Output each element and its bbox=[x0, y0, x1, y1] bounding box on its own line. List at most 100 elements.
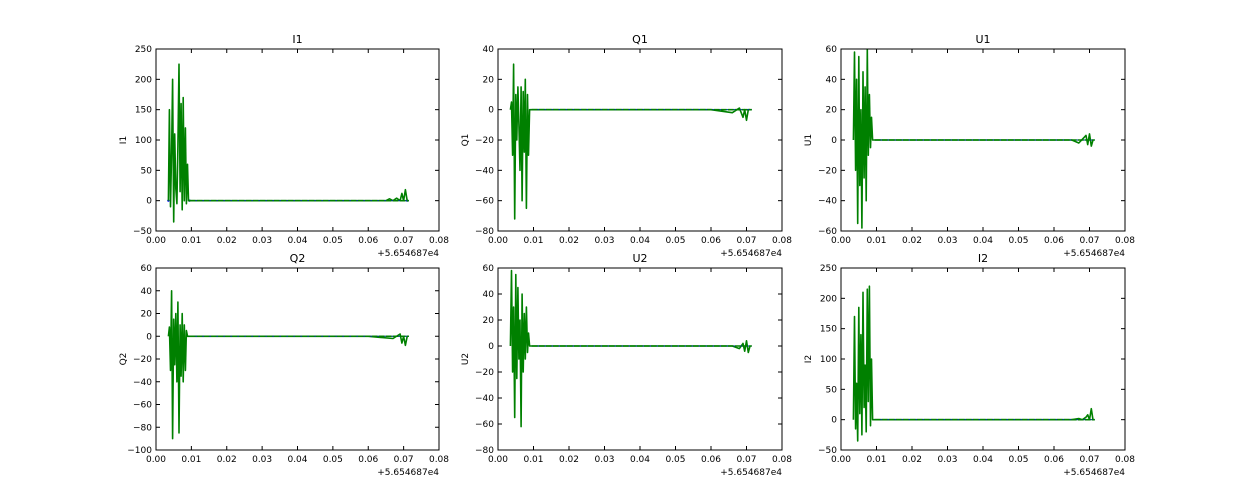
y-tick-label: −40 bbox=[133, 378, 152, 388]
y-tick-label: −80 bbox=[475, 227, 494, 237]
x-tick-label: 0.08 bbox=[772, 455, 792, 465]
x-tick-label: 0.04 bbox=[973, 455, 993, 465]
subplot-title: U2 bbox=[632, 252, 647, 265]
x-tick-label: 0.03 bbox=[594, 455, 614, 465]
x-tick-label: 0.02 bbox=[559, 455, 579, 465]
axes-frame bbox=[155, 267, 440, 451]
x-tick-label: 0.05 bbox=[323, 455, 343, 465]
x-tick-label: 0.05 bbox=[1008, 236, 1028, 246]
y-tick-label: 20 bbox=[483, 316, 495, 326]
series-line bbox=[852, 285, 1094, 442]
y-tick-label: 20 bbox=[141, 310, 153, 320]
y-axis-label: U2 bbox=[461, 353, 471, 365]
x-tick-label: 0.08 bbox=[429, 236, 449, 246]
x-tick-label: 0.01 bbox=[866, 455, 886, 465]
y-tick-label: −60 bbox=[475, 197, 494, 207]
y-tick-label: 60 bbox=[826, 45, 838, 55]
x-tick-label: 0.00 bbox=[488, 455, 508, 465]
x-tick-label: 0.06 bbox=[358, 455, 378, 465]
x-offset-label: +5.654687e4 bbox=[1063, 249, 1125, 259]
y-tick-label: 20 bbox=[483, 75, 495, 85]
y-tick-label: 20 bbox=[826, 106, 838, 116]
x-tick-label: 0.06 bbox=[701, 236, 721, 246]
y-tick-label: 200 bbox=[135, 75, 152, 85]
y-tick-label: 0 bbox=[831, 136, 837, 146]
y-tick-label: −60 bbox=[475, 420, 494, 430]
y-tick-label: −20 bbox=[475, 368, 494, 378]
x-tick-label: 0.05 bbox=[323, 236, 343, 246]
y-tick-label: 250 bbox=[820, 264, 837, 274]
x-tick-label: 0.03 bbox=[594, 236, 614, 246]
x-tick-label: 0.00 bbox=[146, 236, 166, 246]
x-tick-label: 0.00 bbox=[831, 455, 851, 465]
x-tick-label: 0.08 bbox=[429, 455, 449, 465]
x-tick-label: 0.04 bbox=[287, 455, 307, 465]
y-tick-label: 0 bbox=[488, 106, 494, 116]
y-tick-label: −80 bbox=[475, 446, 494, 456]
x-tick-label: 0.05 bbox=[665, 236, 685, 246]
series-line bbox=[509, 63, 750, 220]
y-tick-label: 50 bbox=[826, 385, 838, 395]
y-tick-label: −80 bbox=[133, 423, 152, 433]
subplot-title: I1 bbox=[292, 33, 302, 46]
x-offset-label: +5.654687e4 bbox=[720, 249, 782, 259]
y-tick-label: 0 bbox=[146, 197, 152, 207]
x-tick-label: 0.04 bbox=[630, 455, 650, 465]
y-tick-label: −60 bbox=[818, 227, 837, 237]
y-tick-label: 40 bbox=[483, 290, 495, 300]
y-tick-label: −40 bbox=[818, 197, 837, 207]
y-tick-label: 0 bbox=[831, 416, 837, 426]
y-tick-label: 0 bbox=[146, 332, 152, 342]
subplot-title: Q2 bbox=[290, 252, 306, 265]
y-tick-label: −20 bbox=[133, 355, 152, 365]
x-tick-label: 0.06 bbox=[358, 236, 378, 246]
axes-frame bbox=[840, 267, 1126, 451]
x-tick-label: 0.02 bbox=[559, 236, 579, 246]
x-offset-label: +5.654687e4 bbox=[1063, 468, 1125, 478]
x-tick-label: 0.07 bbox=[736, 236, 756, 246]
y-tick-label: −20 bbox=[475, 136, 494, 146]
series-line bbox=[167, 63, 408, 223]
y-axis-label: I1 bbox=[119, 136, 129, 144]
subplot-title: I2 bbox=[978, 252, 988, 265]
x-tick-label: 0.00 bbox=[488, 236, 508, 246]
y-tick-label: 150 bbox=[135, 106, 152, 116]
x-tick-label: 0.06 bbox=[1044, 455, 1064, 465]
y-axis-label: I2 bbox=[804, 355, 814, 363]
x-tick-label: 0.08 bbox=[1115, 236, 1135, 246]
y-tick-label: 150 bbox=[820, 325, 837, 335]
x-tick-label: 0.03 bbox=[937, 455, 957, 465]
y-tick-label: −40 bbox=[475, 166, 494, 176]
x-tick-label: 0.02 bbox=[217, 455, 237, 465]
x-tick-label: 0.04 bbox=[973, 236, 993, 246]
x-tick-label: 0.02 bbox=[217, 236, 237, 246]
x-tick-label: 0.06 bbox=[701, 455, 721, 465]
y-tick-label: −50 bbox=[133, 227, 152, 237]
series-line bbox=[167, 289, 408, 440]
y-tick-label: 250 bbox=[135, 45, 152, 55]
axes-frame bbox=[497, 267, 783, 451]
x-tick-label: 0.01 bbox=[866, 236, 886, 246]
x-tick-label: 0.02 bbox=[902, 236, 922, 246]
x-tick-label: 0.06 bbox=[1044, 236, 1064, 246]
x-tick-label: 0.08 bbox=[1115, 455, 1135, 465]
subplot-i1: 0.00 0.01 0.02 0.03 0.04 0.05 0.06 0.07 0.08 −50 0… bbox=[119, 33, 449, 259]
y-tick-label: −100 bbox=[127, 446, 152, 456]
subplot-title: Q1 bbox=[632, 33, 648, 46]
x-tick-label: 0.07 bbox=[1079, 236, 1099, 246]
subplot-q1: 0.00 0.01 0.02 0.03 0.04 0.05 0.06 0.07 0.08 −80 −… bbox=[461, 33, 792, 259]
y-tick-label: 50 bbox=[141, 166, 153, 176]
x-tick-label: 0.07 bbox=[736, 455, 756, 465]
x-tick-label: 0.00 bbox=[831, 236, 851, 246]
x-offset-label: +5.654687e4 bbox=[377, 249, 439, 259]
x-tick-label: 0.08 bbox=[772, 236, 792, 246]
series-line bbox=[509, 269, 751, 428]
x-tick-label: 0.07 bbox=[394, 455, 414, 465]
y-tick-label: 100 bbox=[820, 355, 837, 365]
y-tick-label: 40 bbox=[483, 45, 495, 55]
series-line bbox=[852, 49, 1094, 229]
x-offset-label: +5.654687e4 bbox=[720, 468, 782, 478]
x-tick-label: 0.01 bbox=[181, 236, 201, 246]
y-tick-label: 40 bbox=[826, 75, 838, 85]
